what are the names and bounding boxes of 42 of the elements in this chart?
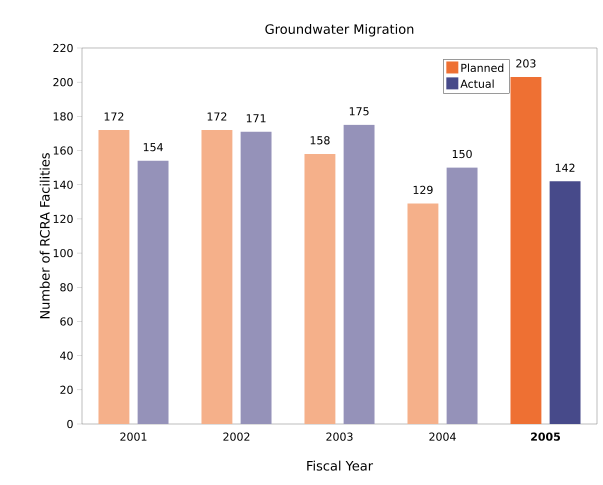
data-label: 172 bbox=[208, 112, 226, 121]
x-tick-label: 2003 bbox=[326, 432, 353, 441]
bar bbox=[98, 130, 130, 424]
y-tick-label: 200 bbox=[53, 78, 73, 86]
x-tick-label: 2004 bbox=[429, 432, 456, 441]
y-tick-label: 160 bbox=[54, 146, 73, 155]
data-label: 172 bbox=[104, 112, 124, 121]
y-tick-label: 120 bbox=[54, 214, 73, 224]
data-label: 154 bbox=[144, 143, 163, 152]
y-tick-label: 40 bbox=[60, 352, 73, 360]
y-tick-label: 220 bbox=[53, 44, 73, 52]
data-label: 203 bbox=[516, 59, 536, 68]
x-tick-label: 2005 bbox=[531, 432, 560, 441]
bar bbox=[304, 154, 336, 424]
x-tick-label: 2001 bbox=[120, 432, 146, 441]
bar bbox=[201, 130, 232, 424]
y-tick-label: 60 bbox=[60, 317, 73, 326]
y-tick-label: 180 bbox=[54, 112, 73, 121]
data-label: 158 bbox=[310, 136, 330, 144]
x-axis-title: Fiscal Year bbox=[307, 460, 374, 471]
bar bbox=[240, 132, 272, 424]
legend-label: Planned bbox=[461, 64, 504, 72]
x-tick-label: 2002 bbox=[223, 432, 250, 441]
bar bbox=[344, 124, 375, 424]
y-tick-label: 0 bbox=[67, 420, 73, 428]
bar bbox=[550, 181, 581, 424]
y-tick-label: 80 bbox=[60, 283, 73, 292]
y-tick-label: 140 bbox=[54, 180, 73, 189]
data-label: 175 bbox=[350, 107, 369, 116]
data-label: 142 bbox=[556, 164, 574, 172]
data-label: 171 bbox=[246, 114, 266, 122]
y-tick-label: 100 bbox=[54, 248, 73, 258]
bar bbox=[407, 204, 438, 424]
y-tick-label: 20 bbox=[60, 386, 73, 394]
chart-title: Groundwater Migration bbox=[265, 24, 414, 36]
bar bbox=[446, 168, 478, 424]
legend-label: Actual bbox=[460, 79, 494, 88]
data-label: 150 bbox=[452, 150, 472, 158]
bar bbox=[510, 77, 542, 424]
y-axis-title: Number of RCRA Facilities bbox=[40, 153, 50, 318]
data-label: 129 bbox=[414, 186, 433, 194]
bar bbox=[138, 160, 169, 424]
